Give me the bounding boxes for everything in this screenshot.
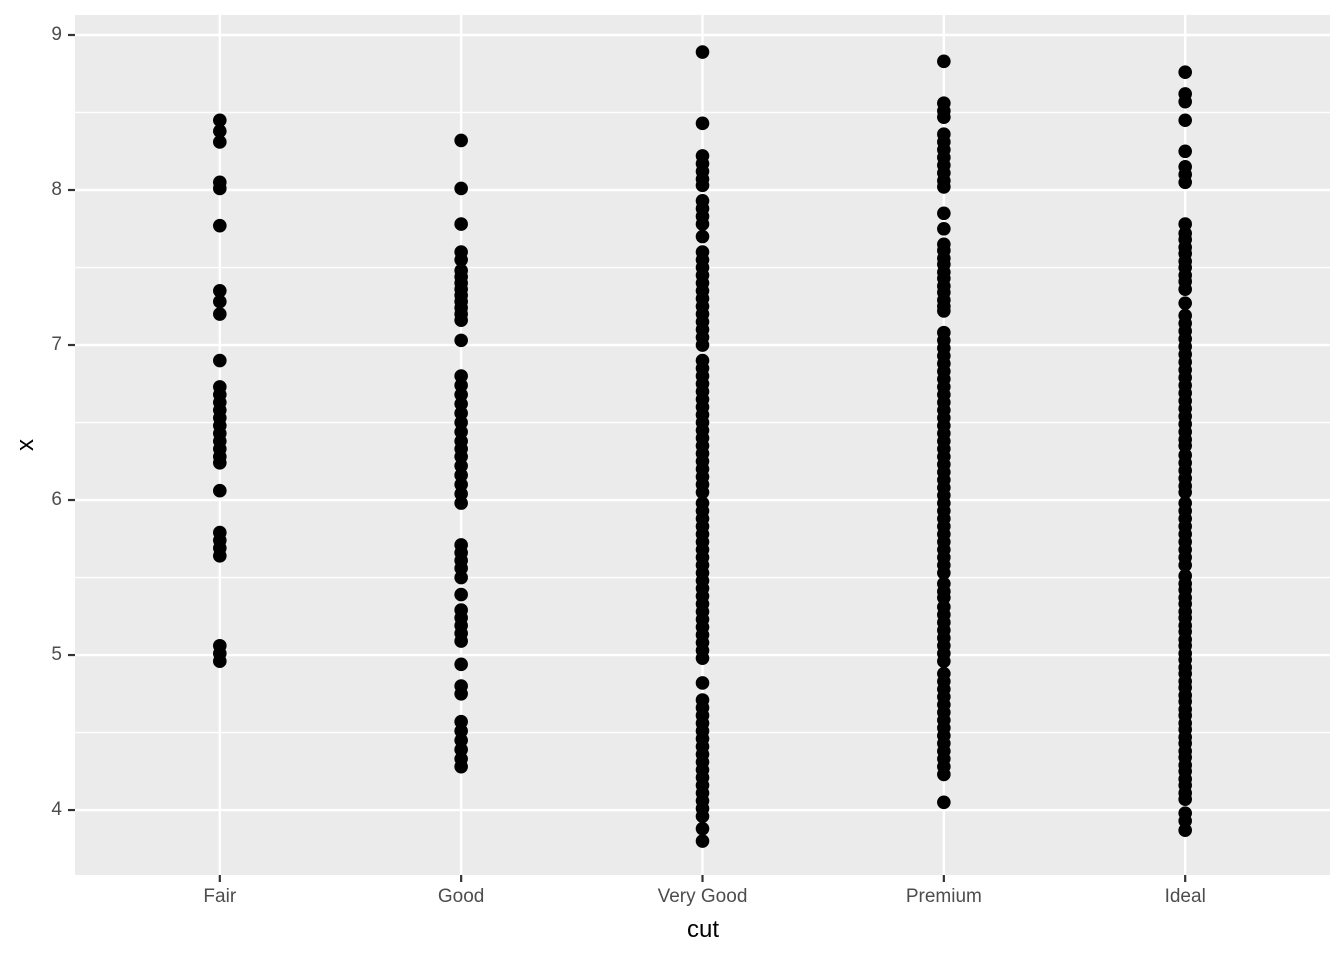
data-point [1178, 296, 1192, 310]
data-point [1178, 438, 1192, 453]
data-point [213, 307, 227, 321]
x-tick-label: Good [437, 886, 485, 907]
data-point [1178, 217, 1192, 231]
data-point [454, 369, 468, 383]
data-point [695, 116, 710, 131]
y-tick-label: 5 [51, 644, 62, 666]
data-point [695, 178, 710, 193]
data-point [454, 425, 468, 439]
data-point [213, 283, 227, 298]
data-point [213, 353, 227, 368]
data-point [213, 135, 227, 149]
data-point [213, 113, 227, 128]
data-point [695, 821, 710, 836]
data-point [937, 767, 951, 782]
data-point [454, 378, 468, 393]
x-tick-label: Fair [203, 886, 237, 907]
data-point [1178, 814, 1192, 828]
data-point [695, 217, 710, 231]
data-point [937, 54, 951, 69]
data-point [695, 676, 710, 690]
data-point [695, 834, 710, 848]
data-point [695, 485, 710, 500]
data-point [454, 133, 468, 148]
data-point [937, 206, 951, 221]
data-point [454, 657, 468, 672]
data-point [213, 294, 227, 309]
data-point [1178, 65, 1192, 79]
data-point [454, 570, 468, 585]
data-point [937, 110, 951, 124]
x-axis-title: cut [686, 916, 720, 943]
data-point [454, 387, 468, 402]
data-point [213, 654, 227, 669]
data-point [695, 809, 710, 824]
data-point [937, 566, 951, 580]
y-tick-label: 4 [51, 799, 62, 821]
data-point [695, 651, 710, 665]
data-point [454, 217, 468, 231]
data-point [454, 733, 468, 748]
data-point [454, 415, 468, 430]
data-point [213, 181, 227, 196]
y-axis-title: x [12, 439, 39, 451]
data-point [454, 468, 468, 483]
data-point [454, 449, 468, 464]
data-point [213, 218, 227, 233]
data-point [454, 496, 468, 510]
data-point [1178, 558, 1192, 572]
data-point [937, 304, 951, 318]
data-point [454, 587, 468, 602]
data-point [695, 45, 710, 59]
data-point [454, 459, 468, 473]
data-point [454, 333, 468, 348]
data-point [1178, 175, 1192, 190]
data-point [695, 338, 710, 352]
data-point [1178, 485, 1192, 500]
y-tick-label: 6 [51, 489, 62, 511]
data-point [454, 742, 468, 757]
data-point [1178, 113, 1192, 128]
data-point [213, 483, 227, 498]
data-point [454, 313, 468, 328]
data-point [937, 795, 951, 810]
data-point [454, 759, 468, 774]
data-point [937, 180, 951, 194]
data-point [1178, 282, 1192, 297]
data-point [1178, 792, 1192, 806]
data-point [213, 549, 227, 563]
data-point [695, 229, 710, 244]
data-point [454, 406, 468, 421]
data-point [454, 487, 468, 501]
data-point [454, 724, 468, 738]
data-point [213, 456, 227, 470]
x-tick-label: Very Good [657, 886, 748, 907]
data-point [1178, 823, 1192, 838]
y-tick-label: 7 [51, 334, 62, 356]
x-tick-label: Premium [905, 886, 982, 907]
data-point [454, 714, 468, 729]
data-point [454, 477, 468, 492]
data-point [454, 634, 468, 648]
data-point [454, 252, 468, 267]
data-point [213, 124, 227, 138]
data-point [454, 397, 468, 411]
data-point [454, 561, 468, 576]
x-tick-label: Ideal [1164, 886, 1206, 907]
data-point [937, 221, 951, 236]
data-point [1178, 94, 1192, 109]
y-tick-label: 8 [51, 179, 62, 200]
y-tick-label: 9 [51, 23, 62, 45]
data-point [454, 686, 468, 701]
data-point [937, 590, 951, 605]
data-point [1178, 144, 1192, 159]
data-point [937, 654, 951, 669]
data-point [454, 181, 468, 196]
